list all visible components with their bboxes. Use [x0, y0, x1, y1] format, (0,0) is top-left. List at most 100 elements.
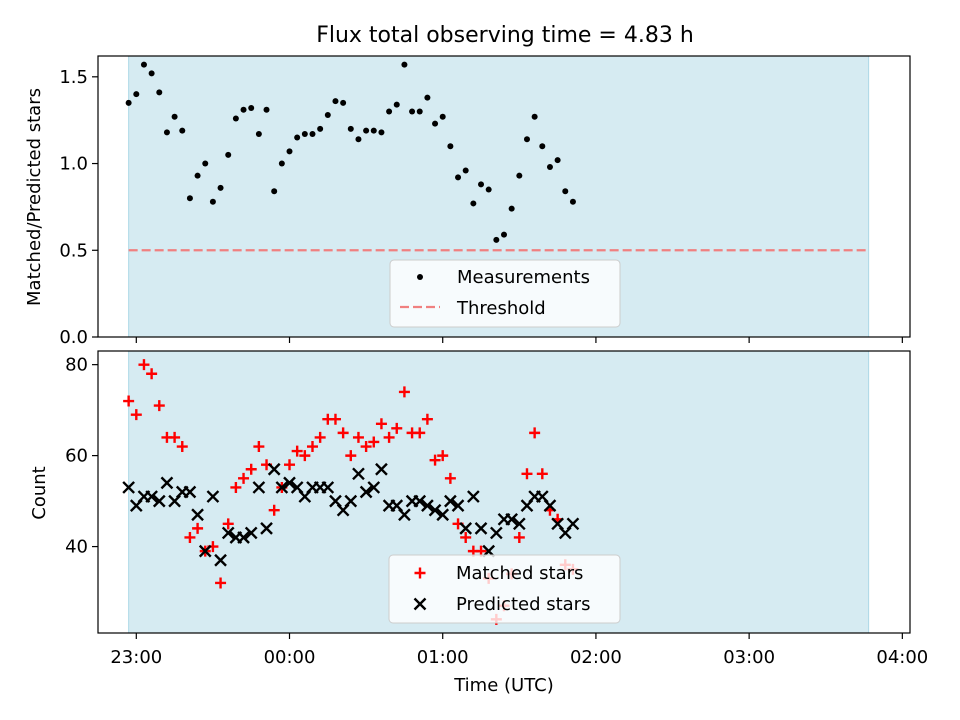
predicted-star-marker: [543, 499, 557, 512]
matched-star-marker: [123, 395, 135, 407]
matched-star-marker: [421, 413, 433, 425]
bottom-y-ticks: 40 60 80: [65, 355, 98, 558]
measurement-point: [232, 115, 239, 122]
legend-predicted-marker: [413, 597, 427, 611]
measurement-point: [370, 127, 377, 134]
matched-star-marker: [176, 441, 188, 453]
measurement-point: [186, 195, 193, 202]
legend-matched-glyph: [414, 567, 426, 579]
matched-star-marker: [291, 445, 303, 457]
matched-star-marker: [352, 431, 364, 443]
matched-star-marker: [414, 427, 426, 439]
predicted-star-marker: [221, 526, 235, 540]
measurement-point: [171, 113, 178, 120]
measurement-point: [501, 231, 507, 238]
measurement-point: [539, 143, 546, 150]
measurement-point: [485, 186, 492, 193]
y-tick-label: 1.0: [59, 154, 88, 175]
predicted-star-marker: [237, 531, 250, 544]
measurement-point: [324, 111, 331, 118]
matched-star-marker: [360, 441, 372, 453]
measurement-point: [562, 188, 569, 195]
predicted-star-marker: [191, 508, 204, 522]
legend-predicted-label: Predicted stars: [456, 594, 590, 615]
measurement-point: [209, 198, 216, 205]
matched-star-marker: [314, 431, 326, 443]
legend-predicted-glyph: [413, 597, 427, 611]
measurement-point: [156, 89, 163, 96]
measurement-point: [133, 91, 140, 98]
top-legend-box: [389, 259, 621, 328]
top-y-ticks: 0.0 0.5 1.0 1.5: [59, 67, 98, 348]
top-y-label: Matched/Predicted stars: [24, 88, 45, 306]
predicted-star-marker: [260, 522, 273, 535]
measurement-point: [255, 131, 262, 138]
x-axis-label: Time (UTC): [453, 675, 554, 696]
matched-star-marker: [238, 472, 250, 484]
measurement-point: [531, 113, 538, 120]
bottom-legend: Matched stars Predicted stars: [388, 554, 621, 624]
measurement-point: [240, 106, 247, 113]
matched-star-marker: [138, 359, 150, 371]
measurement-point: [447, 143, 454, 150]
predicted-star-marker: [145, 490, 158, 503]
measurement-point: [424, 94, 431, 101]
predicted-star-markers: [122, 462, 580, 567]
matched-star-marker: [245, 463, 257, 475]
predicted-star-marker: [421, 499, 434, 512]
bottom-y-label: Count: [29, 466, 50, 519]
matched-star-marker: [299, 450, 311, 462]
top-x-ticks: [135, 337, 903, 343]
legend-threshold-label: Threshold: [456, 298, 546, 319]
measurement-point: [309, 131, 316, 138]
predicted-star-marker: [428, 503, 442, 517]
measurement-point: [340, 99, 347, 106]
predicted-star-marker: [198, 544, 212, 558]
measurement-point: [363, 127, 370, 134]
predicted-star-marker: [512, 517, 526, 531]
y-tick-label: 0.5: [59, 240, 88, 261]
matched-star-marker: [383, 431, 395, 443]
measurement-point: [271, 188, 278, 195]
matched-star-marker: [337, 427, 349, 439]
predicted-star-marker: [283, 476, 296, 490]
measurement-point: [455, 174, 462, 181]
y-tick-label: 60: [65, 446, 88, 467]
matched-star-marker: [460, 531, 472, 543]
predicted-star-marker: [152, 494, 166, 508]
predicted-star-marker: [214, 553, 227, 567]
x-tick-label: 23:00: [110, 647, 162, 668]
top-legend: Measurements Threshold: [389, 259, 621, 328]
matched-star-marker: [513, 531, 525, 543]
predicted-star-marker: [505, 512, 519, 526]
measurement-point: [516, 172, 523, 179]
predicted-star-marker: [375, 462, 388, 476]
x-tick-label: 02:00: [570, 647, 622, 668]
measurement-point: [332, 98, 339, 105]
bottom-legend-box: [388, 554, 621, 624]
matched-star-marker: [536, 468, 548, 480]
measurement-point: [393, 101, 400, 108]
measurement-point: [378, 129, 385, 136]
legend-measurements-marker: [417, 274, 423, 280]
measurement-point: [347, 125, 354, 132]
matched-star-marker: [230, 481, 242, 493]
predicted-star-marker: [489, 526, 503, 540]
matched-star-marker: [429, 454, 441, 466]
measurement-point: [140, 61, 147, 68]
measurement-point: [248, 105, 255, 112]
matched-star-marker: [306, 441, 318, 453]
measurement-point: [409, 108, 416, 115]
predicted-star-marker: [413, 494, 427, 508]
measurement-point: [478, 181, 485, 188]
predicted-star-marker: [474, 522, 488, 535]
measurement-point: [163, 129, 170, 136]
measurement-point: [263, 106, 270, 113]
measurement-point: [386, 108, 393, 115]
predicted-star-marker: [244, 526, 258, 540]
measurement-point: [217, 184, 224, 191]
predicted-star-marker: [160, 476, 174, 490]
predicted-star-marker: [451, 499, 465, 512]
predicted-star-marker: [344, 494, 358, 508]
